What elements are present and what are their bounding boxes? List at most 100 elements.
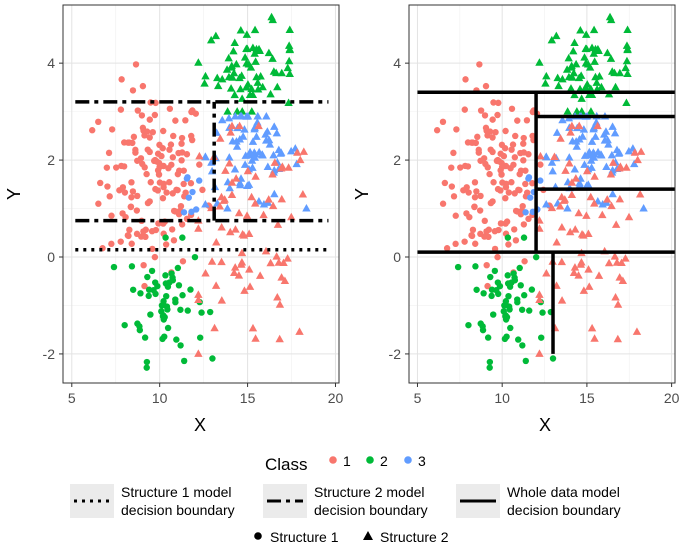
data-point-circle — [172, 299, 179, 306]
data-point-circle — [134, 192, 141, 200]
data-point-triangle — [225, 153, 234, 161]
data-point-triangle — [244, 180, 254, 188]
data-point-triangle — [254, 147, 264, 156]
data-point-circle — [167, 141, 175, 148]
data-point-triangle — [601, 127, 611, 135]
data-point-triangle — [571, 59, 581, 68]
data-point-circle — [532, 253, 540, 261]
data-point-triangle — [207, 257, 217, 265]
data-point-triangle — [590, 57, 599, 65]
data-point-triangle — [248, 137, 258, 145]
data-point-circle — [502, 127, 509, 135]
data-point-triangle — [586, 192, 595, 201]
data-point-triangle — [194, 295, 203, 303]
class-3-legend-label: 3 — [418, 453, 426, 469]
data-point-circle — [522, 180, 529, 188]
data-point-circle — [117, 106, 125, 113]
data-point-circle — [524, 189, 531, 196]
data-point-circle — [471, 203, 478, 210]
data-point-circle — [511, 274, 518, 281]
data-point-triangle — [585, 147, 594, 156]
data-point-triangle — [195, 151, 204, 160]
data-point-circle — [180, 167, 187, 174]
data-point-triangle — [227, 121, 237, 130]
data-point-triangle — [248, 90, 258, 99]
data-point-circle — [526, 307, 533, 314]
data-point-triangle — [262, 111, 271, 120]
data-point-triangle — [264, 48, 274, 57]
data-point-triangle — [584, 265, 593, 273]
data-point-triangle — [226, 227, 235, 236]
y-tick-label: 2 — [393, 152, 401, 168]
data-point-triangle — [558, 115, 567, 124]
data-point-triangle — [254, 121, 263, 130]
data-point-circle — [139, 82, 147, 90]
data-point-triangle — [611, 220, 621, 228]
data-point-circle — [469, 226, 477, 234]
x-tick-label: 10 — [152, 390, 168, 406]
structure1-shape-label: Structure 1 — [270, 529, 339, 545]
data-point-triangle — [264, 135, 274, 144]
data-point-circle — [198, 309, 205, 316]
data-point-circle — [183, 175, 191, 182]
data-point-triangle — [242, 83, 251, 91]
data-point-circle — [477, 320, 484, 327]
data-point-triangle — [244, 59, 254, 68]
structure1-shape-key — [254, 532, 262, 540]
class-legend-title: Class — [265, 455, 308, 474]
data-point-triangle — [232, 137, 241, 145]
data-point-circle — [206, 308, 214, 316]
data-point-triangle — [237, 248, 247, 257]
data-point-triangle — [292, 159, 301, 168]
data-point-triangle — [589, 25, 599, 34]
data-point-triangle — [572, 142, 581, 150]
data-point-circle — [439, 200, 447, 207]
data-point-triangle — [630, 148, 640, 156]
data-point-circle — [529, 180, 536, 187]
data-point-circle — [174, 186, 181, 194]
data-point-circle — [433, 127, 441, 134]
data-point-triangle — [557, 296, 567, 304]
data-point-triangle — [553, 73, 562, 82]
data-point-triangle — [284, 41, 294, 49]
data-point-triangle — [270, 122, 279, 130]
data-point-circle — [143, 364, 150, 371]
data-point-triangle — [581, 30, 591, 38]
data-point-triangle — [612, 258, 622, 266]
data-point-circle — [491, 267, 499, 275]
data-point-triangle — [237, 257, 247, 266]
data-point-triangle — [554, 81, 563, 90]
data-point-triangle — [280, 276, 290, 285]
data-point-triangle — [285, 44, 294, 53]
data-point-circle — [501, 335, 509, 343]
data-point-circle — [179, 258, 187, 265]
data-point-triangle — [567, 63, 576, 71]
data-point-circle — [188, 208, 195, 216]
data-point-triangle — [242, 211, 252, 219]
data-point-circle — [160, 184, 167, 191]
data-point-triangle — [562, 65, 572, 73]
data-point-triangle — [273, 292, 282, 301]
data-point-circle — [489, 198, 496, 205]
data-point-circle — [169, 274, 176, 281]
data-point-triangle — [201, 200, 210, 208]
data-point-triangle — [566, 84, 576, 92]
data-point-circle — [180, 357, 188, 365]
data-point-circle — [172, 117, 179, 124]
data-point-circle — [162, 234, 169, 241]
data-point-circle — [132, 61, 140, 68]
data-point-circle — [490, 179, 497, 186]
data-point-circle — [128, 263, 136, 270]
data-point-triangle — [636, 147, 646, 155]
data-point-triangle — [592, 78, 601, 86]
data-point-triangle — [547, 158, 557, 166]
data-point-circle — [149, 128, 156, 136]
data-point-circle — [141, 282, 148, 290]
data-point-triangle — [587, 323, 597, 332]
data-point-circle — [182, 117, 189, 124]
data-point-circle — [178, 157, 185, 164]
x-tick-label: 5 — [68, 390, 76, 406]
data-point-triangle — [552, 31, 561, 40]
data-point-circle — [162, 241, 170, 248]
data-point-triangle — [610, 252, 620, 260]
